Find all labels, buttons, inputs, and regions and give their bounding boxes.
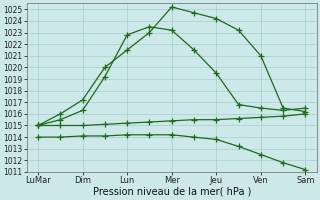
- X-axis label: Pression niveau de la mer( hPa ): Pression niveau de la mer( hPa ): [92, 187, 251, 197]
